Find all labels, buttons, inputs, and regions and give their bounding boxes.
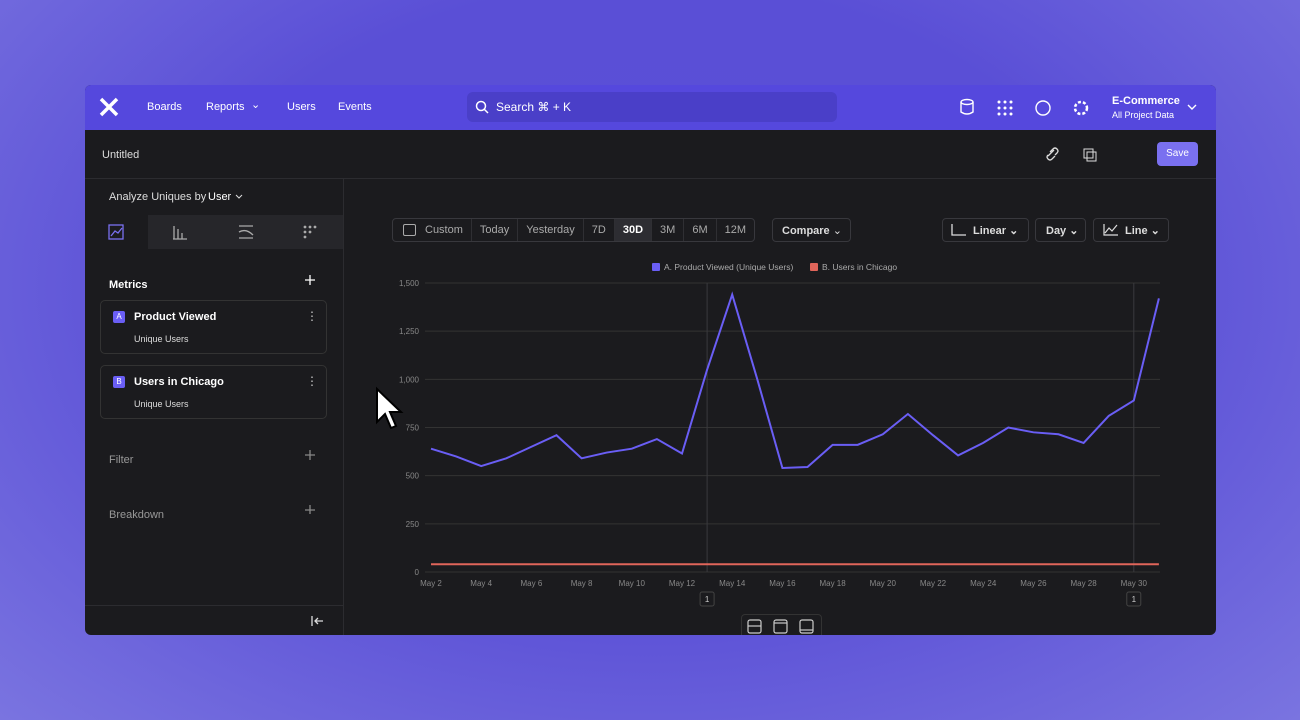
add-breakdown[interactable] <box>305 505 315 514</box>
chart-type-button[interactable]: Line ⌄ <box>1093 218 1169 242</box>
breakdown-title: Breakdown <box>109 509 165 521</box>
scale-button[interactable]: Linear ⌄ <box>942 218 1029 242</box>
add-metric[interactable] <box>305 275 315 285</box>
metric-letter: A <box>113 311 125 323</box>
toolbar: Untitled Save <box>85 130 1216 179</box>
app-window: Search ⌘ + K E-Commerce All Project Data… <box>85 85 1216 635</box>
project-scope: All Project Data <box>1112 110 1175 120</box>
range-option[interactable]: Yesterday <box>517 219 583 241</box>
caret <box>235 194 243 199</box>
flows-tab[interactable] <box>238 225 254 239</box>
top-nav: Search ⌘ + K E-Commerce All Project Data… <box>85 85 1216 130</box>
metrics-title: Metrics <box>109 279 148 291</box>
filter-title: Filter <box>109 454 134 466</box>
nav-item[interactable]: Users <box>287 101 316 113</box>
layout-switcher <box>741 614 822 635</box>
metric-measure: Unique Users <box>134 399 189 409</box>
link-icon[interactable] <box>1046 147 1059 161</box>
scale-icon <box>951 224 966 236</box>
search-text: Search ⌘ + K <box>496 100 572 114</box>
layout-icons <box>747 619 814 634</box>
logo[interactable] <box>99 97 119 117</box>
caret: ⌄ <box>251 99 261 111</box>
insights-tab[interactable] <box>108 224 124 240</box>
interval-label: Day <box>1046 225 1067 237</box>
range-option[interactable]: Today <box>470 219 517 241</box>
range-option[interactable]: 30D <box>613 219 652 241</box>
header-icons <box>960 98 1089 116</box>
metric-name: Users in Chicago <box>134 376 224 388</box>
funnels-tab[interactable] <box>173 226 187 240</box>
collapse-icon[interactable] <box>311 615 325 627</box>
range-option[interactable]: 12M <box>715 219 754 241</box>
add-filter[interactable] <box>305 450 315 460</box>
layout-bottom[interactable] <box>799 619 814 634</box>
apps-icon[interactable] <box>997 100 1013 116</box>
layout-top[interactable] <box>773 619 788 634</box>
metric-menu[interactable]: ⋮ <box>306 374 318 388</box>
calendar-icon <box>403 224 416 236</box>
compare-button[interactable]: Compare ⌄ <box>772 218 851 242</box>
metric-card[interactable]: A Product Viewed Unique Users ⋮ <box>100 300 327 354</box>
interval-button[interactable]: Day ⌄ <box>1035 218 1086 242</box>
analyze-value[interactable]: User <box>208 191 232 203</box>
line-icon <box>1103 224 1118 236</box>
compare-label: Compare <box>782 225 830 237</box>
toolbar-icons <box>1046 147 1097 162</box>
add-icons <box>305 275 315 514</box>
range-option[interactable]: 7D <box>582 219 614 241</box>
range-option[interactable]: Custom <box>425 224 463 236</box>
metric-menu[interactable]: ⋮ <box>306 309 318 323</box>
report-title[interactable]: Untitled <box>102 149 140 161</box>
help-icon[interactable] <box>1035 100 1051 116</box>
analyze-label: Analyze Uniques by <box>109 191 207 203</box>
nav-item[interactable]: Events <box>338 101 372 113</box>
sidebar: Analyze Uniques by User Metrics A Product… <box>85 179 344 635</box>
caret[interactable] <box>1187 103 1197 111</box>
range-option[interactable]: 6M <box>683 219 715 241</box>
metric-name: Product Viewed <box>134 311 217 323</box>
save-button[interactable]: Save <box>1157 142 1198 166</box>
metric-card[interactable]: B Users in Chicago Unique Users ⋮ <box>100 365 327 419</box>
settings-icon[interactable] <box>1073 100 1089 116</box>
metric-letter: B <box>113 376 125 388</box>
project-name[interactable]: E-Commerce <box>1112 95 1180 107</box>
metric-measure: Unique Users <box>134 334 189 344</box>
chart-type-label: Line <box>1125 225 1148 237</box>
nav-item[interactable]: Reports <box>206 101 245 113</box>
range-option[interactable]: 3M <box>651 219 683 241</box>
nav-item[interactable]: Boards <box>147 101 182 113</box>
duplicate-icon[interactable] <box>1083 148 1094 159</box>
chart-type-tabs <box>108 224 317 240</box>
sidebar-footer <box>85 605 343 606</box>
retention-tab[interactable] <box>303 225 317 239</box>
search-bar[interactable]: Search ⌘ + K <box>467 92 837 122</box>
scale-label: Linear <box>973 225 1007 237</box>
search-icon <box>475 100 489 114</box>
date-range: Custom Today Yesterday 7D 30D 3M 6M 12M <box>392 218 756 242</box>
mouse-cursor <box>376 386 404 430</box>
data-icon[interactable] <box>960 98 974 115</box>
